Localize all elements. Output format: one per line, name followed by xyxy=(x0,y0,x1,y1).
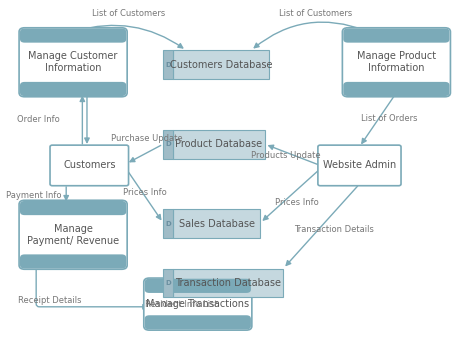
FancyBboxPatch shape xyxy=(163,50,173,79)
Text: Resident Info List: Resident Info List xyxy=(146,300,218,309)
Text: Product Database: Product Database xyxy=(175,139,263,149)
FancyBboxPatch shape xyxy=(144,278,252,330)
FancyBboxPatch shape xyxy=(163,130,173,159)
FancyBboxPatch shape xyxy=(342,28,450,97)
FancyBboxPatch shape xyxy=(20,28,126,43)
Text: D: D xyxy=(165,141,171,147)
FancyBboxPatch shape xyxy=(318,145,401,186)
Text: Manage Customer
Information: Manage Customer Information xyxy=(28,51,118,73)
FancyBboxPatch shape xyxy=(19,28,127,97)
Text: D: D xyxy=(165,62,171,68)
Text: Products Update: Products Update xyxy=(251,151,320,160)
Text: Order Info: Order Info xyxy=(17,115,60,124)
FancyBboxPatch shape xyxy=(20,82,126,96)
FancyBboxPatch shape xyxy=(20,201,126,215)
Text: D: D xyxy=(165,280,171,286)
Text: Customers Database: Customers Database xyxy=(170,60,273,70)
FancyBboxPatch shape xyxy=(145,315,251,329)
FancyBboxPatch shape xyxy=(50,145,128,186)
Text: List of Customers: List of Customers xyxy=(92,9,165,18)
FancyBboxPatch shape xyxy=(173,209,260,238)
FancyBboxPatch shape xyxy=(343,28,449,43)
FancyBboxPatch shape xyxy=(343,82,449,96)
FancyBboxPatch shape xyxy=(163,209,173,238)
Text: Receipt Details: Receipt Details xyxy=(18,296,82,305)
Text: Payment Info: Payment Info xyxy=(6,191,62,201)
Text: Prices Info: Prices Info xyxy=(275,198,319,207)
Text: Transaction Details: Transaction Details xyxy=(294,225,374,234)
Text: Manage
Payment/ Revenue: Manage Payment/ Revenue xyxy=(27,224,119,246)
FancyBboxPatch shape xyxy=(173,50,269,79)
Text: List of Orders: List of Orders xyxy=(361,114,418,122)
Text: Prices Info: Prices Info xyxy=(123,188,166,197)
Text: D: D xyxy=(165,221,171,227)
FancyBboxPatch shape xyxy=(20,254,126,269)
Text: Purchase Update: Purchase Update xyxy=(111,134,183,143)
FancyBboxPatch shape xyxy=(173,269,283,297)
Text: Customers: Customers xyxy=(63,160,116,170)
FancyBboxPatch shape xyxy=(19,200,127,269)
Text: Manage Product
Information: Manage Product Information xyxy=(357,51,436,73)
FancyBboxPatch shape xyxy=(173,130,265,159)
Text: Transaction Database: Transaction Database xyxy=(175,278,281,288)
FancyArrowPatch shape xyxy=(76,25,183,48)
Text: List of Customers: List of Customers xyxy=(279,9,352,18)
FancyArrowPatch shape xyxy=(254,22,366,48)
FancyBboxPatch shape xyxy=(145,279,251,293)
Text: Website Admin: Website Admin xyxy=(323,160,396,170)
FancyBboxPatch shape xyxy=(163,269,173,297)
Text: Manage Transactions: Manage Transactions xyxy=(146,299,249,309)
Text: Sales Database: Sales Database xyxy=(179,219,255,229)
